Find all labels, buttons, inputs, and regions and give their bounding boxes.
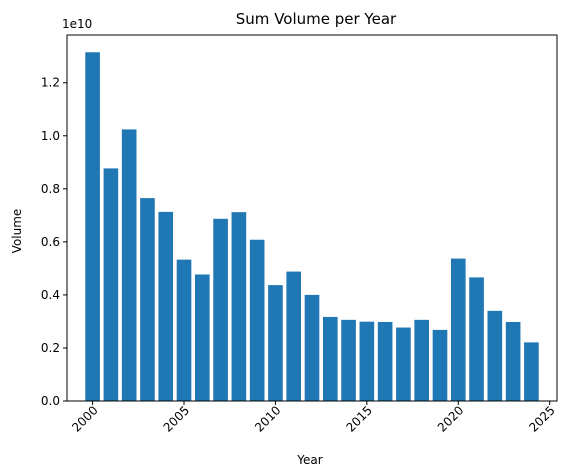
bar-2009 <box>249 239 265 401</box>
bar-2018 <box>414 319 430 401</box>
x-axis-label: Year <box>296 453 322 467</box>
y-tick-label: 0.4 <box>41 288 60 302</box>
bar-2005 <box>176 259 192 401</box>
bar-2000 <box>85 52 100 402</box>
x-tick-label: 2020 <box>435 403 466 434</box>
x-tick-label: 2015 <box>343 403 374 434</box>
bar-2013 <box>322 316 338 401</box>
x-tick-label: 2025 <box>526 403 557 434</box>
bar-2008 <box>231 212 247 401</box>
y-tick-label: 0.8 <box>41 182 60 196</box>
bar-2006 <box>194 274 210 401</box>
bar-2007 <box>213 218 228 401</box>
bar-2004 <box>158 211 174 401</box>
bar-2010 <box>268 285 283 401</box>
bar-2020 <box>450 258 466 401</box>
y-axis-label: Volume <box>10 209 24 254</box>
plot-area-frame <box>66 34 558 402</box>
bar-2015 <box>359 321 375 401</box>
x-axis-ticks: 2000 2005 2010 2015 2020 2025 <box>69 401 558 435</box>
x-tick-label: 2005 <box>161 403 192 434</box>
bar-2022 <box>487 310 503 401</box>
bar-2011 <box>286 271 302 401</box>
bar-2002 <box>121 129 137 402</box>
bar-group <box>85 52 539 402</box>
x-tick-label: 2010 <box>252 403 283 434</box>
bar-2021 <box>469 277 484 401</box>
y-tick-label: 1.0 <box>41 129 60 143</box>
y-scale-offset-label: 1e10 <box>62 17 92 31</box>
bar-2023 <box>505 321 521 401</box>
x-tick-label: 2000 <box>69 403 100 434</box>
y-axis-ticks: 0.0 0.2 0.4 0.6 0.8 1.0 1.2 <box>41 76 67 408</box>
bar-2017 <box>396 327 411 401</box>
bar-2014 <box>341 319 356 401</box>
y-tick-label: 0.6 <box>41 235 60 249</box>
bar-2016 <box>377 321 393 401</box>
bar-2012 <box>304 294 320 401</box>
y-tick-label: 1.2 <box>41 76 60 90</box>
y-tick-label: 0.2 <box>41 341 60 355</box>
bar-2019 <box>432 329 448 401</box>
bar-2024 <box>524 342 539 401</box>
bar-2003 <box>140 198 155 401</box>
y-tick-label: 0.0 <box>41 394 60 408</box>
bar-2001 <box>103 168 119 401</box>
chart-title: Sum Volume per Year <box>236 10 397 28</box>
